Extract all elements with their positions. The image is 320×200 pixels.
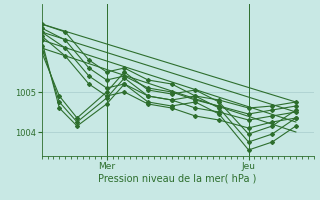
- X-axis label: Pression niveau de la mer( hPa ): Pression niveau de la mer( hPa ): [99, 173, 257, 183]
